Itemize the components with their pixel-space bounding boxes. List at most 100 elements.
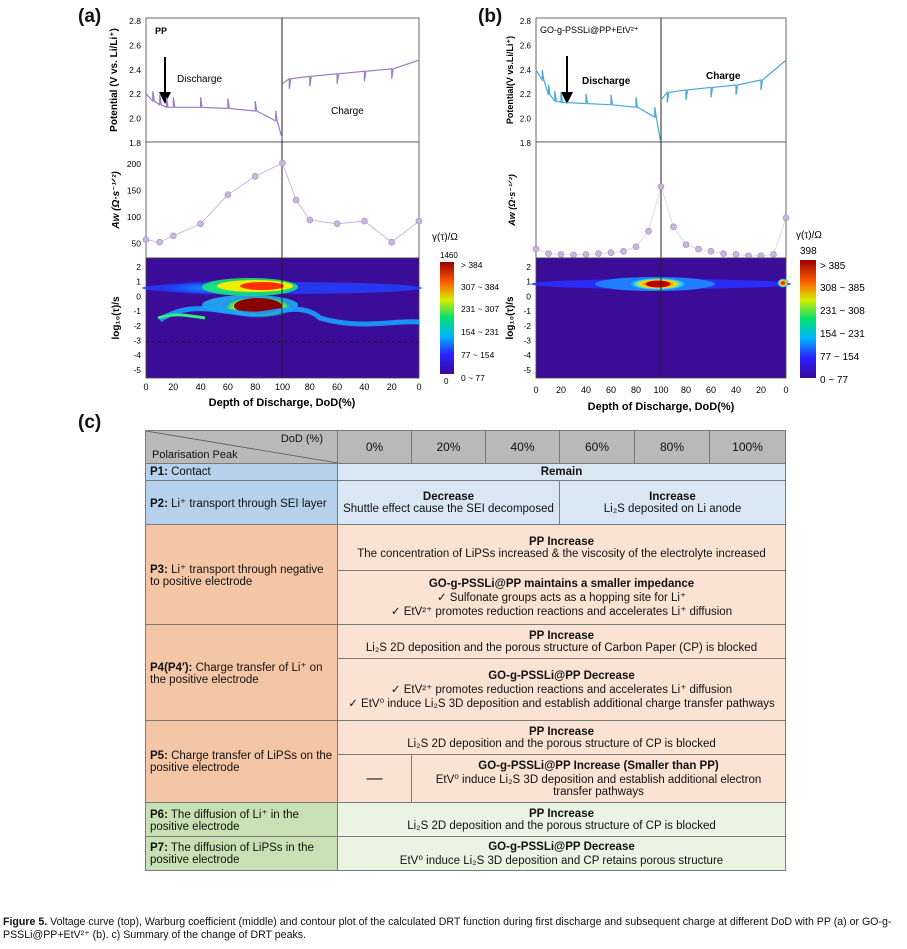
pct-40: 40% (485, 430, 560, 464)
svg-text:> 384: > 384 (461, 260, 483, 270)
x-tick-label: 20 (168, 382, 178, 392)
y-tick-label: -5 (523, 365, 531, 375)
y-tick-label: 2 (136, 262, 141, 272)
table-row-p6: P6: The diffusion of Li⁺ in the positive… (145, 802, 786, 837)
aw-b-point (532, 245, 540, 253)
y-tick-label: 2.2 (520, 90, 532, 99)
aw-b-point (670, 223, 677, 231)
svg-text:307 ~ 384: 307 ~ 384 (461, 282, 499, 292)
panel-b-charge-label: Charge (706, 71, 741, 82)
svg-text:77 ~ 154: 77 ~ 154 (461, 350, 495, 360)
aw-b-point (720, 250, 727, 257)
aw-a-point (361, 217, 368, 225)
y-tick-label: 2.4 (129, 65, 141, 75)
table-row-p3a: P3: Li⁺ transport through negative to po… (145, 524, 786, 625)
svg-text:0: 0 (444, 377, 449, 386)
table-corner: DoD (%) Polarisation Peak (145, 430, 338, 464)
panel-b-warburg-plot (532, 141, 790, 260)
aw-b-point (732, 251, 740, 258)
y-tick-label: 2.6 (129, 40, 141, 50)
svg-text:0 ~ 77: 0 ~ 77 (820, 375, 849, 386)
colorbar-a: γ(τ)/Ω 1460 > 384 307 ~ 384 231 ~ 307 15… (432, 232, 499, 386)
panel-a-voltage-label: PP (155, 26, 167, 36)
y-tick-label: 2.6 (520, 41, 532, 50)
table-row-p5b: — GO-g-PSSLi@PP Increase (Smaller than P… (146, 754, 786, 803)
x-tick-label: 80 (305, 382, 315, 392)
y-tick-label: -4 (523, 350, 531, 360)
svg-text:0 ~ 77: 0 ~ 77 (461, 373, 485, 383)
table-header-row: DoD (%) Polarisation Peak 0% 20% 40% 60%… (145, 430, 786, 464)
panel-c-tag: (c) (78, 412, 102, 433)
y-tick-label: -2 (133, 321, 141, 331)
y-tick-label: 2.2 (129, 89, 141, 99)
y-tick-label: -5 (133, 365, 141, 375)
a-drt-ylabel: log₁₀(τ)/s (111, 296, 122, 340)
y-tick-label: 2 (526, 262, 531, 272)
x-tick-label: 100 (275, 382, 290, 392)
aw-b-point (595, 250, 602, 257)
y-tick-label: 50 (132, 239, 142, 249)
aw-a-point (388, 238, 396, 246)
aw-b-point (682, 241, 690, 248)
y-tick-label: -1 (133, 306, 141, 316)
table-row-p4a: P4(P4′): Charge transfer of Li⁺ on the p… (145, 624, 786, 721)
y-tick-label: -3 (523, 336, 531, 346)
drt-summary-table: DoD (%) Polarisation Peak 0% 20% 40% 60%… (145, 430, 786, 871)
arrow-icon (159, 57, 171, 104)
x-tick-label: 20 (387, 382, 397, 392)
x-tick-label: 60 (332, 382, 342, 392)
x-tick-label: 40 (731, 385, 741, 395)
aw-a-point (224, 191, 232, 199)
svg-text:398: 398 (800, 246, 817, 257)
panel-b-voltage-label: GO-g-PSSLi@PP+EtV²⁺ (540, 25, 639, 35)
svg-text:> 385: > 385 (820, 261, 846, 272)
aw-b-point (657, 183, 665, 190)
x-tick-label: 0 (416, 382, 421, 392)
x-tick-label: 100 (653, 385, 668, 395)
panel-b-drt-contour (531, 257, 791, 379)
y-tick-label: 0 (526, 291, 531, 301)
y-tick-label: 1 (526, 277, 531, 287)
pct-60: 60% (559, 430, 635, 464)
figure-ab: PP Discharge Charge GO-g-PSSLi@PP+EtV²⁺ … (109, 16, 865, 413)
y-tick-label: 150 (127, 186, 141, 196)
y-tick-label: -1 (523, 306, 531, 316)
y-tick-label: -2 (523, 321, 531, 331)
colorbar-b: γ(τ)/Ω 398 > 385 308 ~ 385 231 ~ 308 154… (796, 230, 865, 386)
b-aw-ylabel: Aw (Ω·s⁻¹ᐟ²) (507, 174, 517, 227)
x-tick-label: 40 (581, 385, 591, 395)
aw-a-point (415, 217, 423, 225)
x-tick-label: 0 (533, 385, 538, 395)
panel-b-tag: (b) (478, 6, 503, 27)
pct-20: 20% (411, 430, 486, 464)
svg-text:154 ~ 231: 154 ~ 231 (461, 327, 499, 337)
pct-80: 80% (634, 430, 710, 464)
svg-text:154 ~ 231: 154 ~ 231 (820, 329, 865, 340)
a-xlabel: Depth of Discharge, DoD(%) (209, 397, 356, 409)
x-tick-label: 60 (706, 385, 716, 395)
x-tick-label: 20 (556, 385, 566, 395)
svg-text:1460: 1460 (440, 251, 458, 260)
table-row-p5a: P5: Charge transfer of LiPSs on the posi… (145, 720, 786, 803)
panel-a-warburg-plot (142, 141, 423, 259)
aw-b-point (620, 248, 627, 255)
y-tick-label: 2.8 (520, 17, 532, 26)
aw-b-point (782, 214, 790, 222)
y-tick-label: 2.8 (129, 16, 141, 26)
aw-a-point (156, 238, 163, 246)
x-tick-label: 60 (223, 382, 233, 392)
y-tick-label: 0 (136, 291, 141, 301)
aw-b-point (707, 248, 715, 255)
table-row-p2: P2: Li⁺ transport through SEI layer Decr… (145, 480, 786, 525)
y-tick-label: 2.4 (520, 66, 532, 75)
aw-a-point (170, 232, 177, 240)
x-tick-label: 40 (359, 382, 369, 392)
y-tick-label: 1.8 (129, 138, 141, 148)
aw-b-point (607, 249, 615, 256)
x-tick-label: 80 (250, 382, 260, 392)
svg-text:308 ~ 385: 308 ~ 385 (820, 283, 865, 294)
b-xlabel: Depth of Discharge, DoD(%) (588, 401, 735, 413)
y-tick-label: 100 (127, 212, 141, 222)
panel-b-discharge-label: Discharge (582, 76, 631, 87)
pct-0: 0% (337, 430, 412, 464)
